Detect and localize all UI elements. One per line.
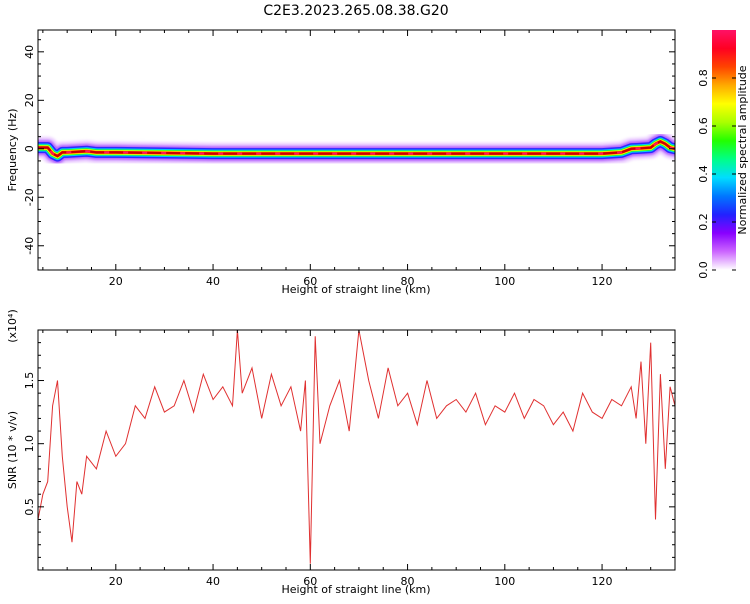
colorbar-tick-label: 0.2 [697, 213, 710, 231]
spectrogram-ylabel: Frequency (Hz) [6, 109, 19, 192]
snr-y-multiplier: (x10⁴) [6, 309, 19, 343]
snr-y-tick-label: 0.5 [23, 498, 36, 516]
spectrogram-ticks: 20 40 60 80 100 120 -40 -20 0 20 40 [23, 30, 676, 288]
spectrogram-panel: 20 40 60 80 100 120 -40 -20 0 20 40 Height of stra… [6, 29, 676, 296]
colorbar-label: Normalized spectral amplitude [736, 65, 749, 234]
spectrogram-y-tick-label: 40 [23, 45, 36, 59]
colorbar: 0.0 0.2 0.4 0.6 0.8 Normalized spectral ampl… [697, 30, 749, 279]
snr-ticks: 20 40 60 80 100 120 0.5 1.0 1.5 [23, 330, 676, 588]
colorbar-tick-label: 0.4 [697, 165, 710, 183]
snr-x-tick-label: 80 [401, 575, 415, 588]
spectrogram-y-tick-label: -40 [23, 237, 36, 255]
colorbar-tick-label: 0.0 [697, 261, 710, 279]
spectrogram-x-tick-label: 40 [206, 275, 220, 288]
snr-y-tick-label: 1.5 [23, 372, 36, 390]
spectrogram-x-tick-label: 80 [401, 275, 415, 288]
spectrogram-y-tick-label: -20 [23, 188, 36, 206]
snr-y-tick-label: 1.0 [23, 435, 36, 453]
figure-title: C2E3.2023.265.08.38.G20 [263, 3, 448, 19]
spectrogram-y-tick-label: 20 [23, 93, 36, 107]
snr-x-tick-label: 120 [592, 575, 613, 588]
spectrogram-x-tick-label: 100 [494, 275, 515, 288]
spectrogram-x-tick-label: 120 [592, 275, 613, 288]
ridge-core [38, 140, 675, 158]
colorbar-ticks: 0.0 0.2 0.4 0.6 0.8 [697, 69, 736, 279]
snr-xlabel: Height of straight line (km) [281, 583, 430, 596]
snr-panel: 20 40 60 80 100 120 0.5 1.0 1.5 Height of straig… [6, 309, 676, 596]
spectral-ridge [38, 130, 675, 168]
colorbar-tick-label: 0.8 [697, 69, 710, 87]
snr-x-tick-label: 100 [494, 575, 515, 588]
colorbar-tick-label: 0.6 [697, 117, 710, 135]
snr-series-line [38, 330, 675, 564]
spectrogram-frame [37, 29, 676, 271]
snr-frame [37, 329, 676, 571]
snr-x-tick-label: 60 [303, 575, 317, 588]
snr-ylabel: SNR (10 * v/v) [6, 411, 19, 489]
colorbar-gradient [712, 30, 736, 270]
snr-x-tick-label: 20 [109, 575, 123, 588]
snr-x-tick-label: 40 [206, 575, 220, 588]
spectrogram-y-tick-label: 0 [23, 145, 36, 152]
spectrogram-xlabel: Height of straight line (km) [281, 283, 430, 296]
spectrogram-x-tick-label: 20 [109, 275, 123, 288]
spectrogram-x-tick-label: 60 [303, 275, 317, 288]
